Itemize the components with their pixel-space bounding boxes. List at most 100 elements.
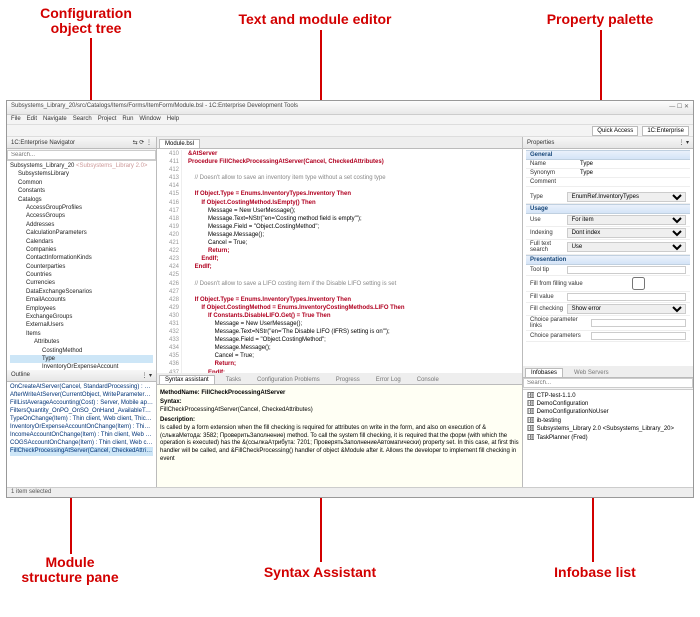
infobase-item[interactable]: 🗄ib-testing <box>525 417 691 425</box>
left-column: 1C:Enterprise Navigator ⇆ ⟳ ⋮ Subsystems… <box>7 137 157 487</box>
props-section-presentation[interactable]: Presentation <box>526 255 690 265</box>
infobase-item[interactable]: 🗄DemoConfigurationNoUser <box>525 408 691 416</box>
menu-window[interactable]: Window <box>139 116 160 123</box>
titlebar: Subsystems_Library_20/src/Catalogs/Items… <box>7 101 693 115</box>
outline-item[interactable]: AfterWriteAtServer(CurrentObject, WriteP… <box>10 391 153 399</box>
outline-item[interactable]: TypeOnChange(Item) : Thin client, Web cl… <box>10 415 153 423</box>
prop-fillvalue-input[interactable] <box>567 293 686 301</box>
tab-progress[interactable]: Progress <box>331 376 365 384</box>
tree-node[interactable]: Common <box>10 179 153 187</box>
tree-node[interactable]: ContactInformationKinds <box>10 254 153 262</box>
infobase-item[interactable]: 🗄Subsystems_Library 2.0 <Subsystems_Libr… <box>525 425 691 433</box>
menu-help[interactable]: Help <box>167 116 179 123</box>
tree-node[interactable]: CalculationParameters <box>10 229 153 237</box>
outline-item[interactable]: FiltersQuantity_OnPO_OnSO_OnHand_Availab… <box>10 407 153 415</box>
ide-window: Subsystems_Library_20/src/Catalogs/Items… <box>6 100 694 498</box>
menu-file[interactable]: File <box>11 116 21 123</box>
tree-node[interactable]: AccessGroupProfiles <box>10 204 153 212</box>
tab-console[interactable]: Console <box>412 376 444 384</box>
tree-node[interactable]: Currencies <box>10 279 153 287</box>
prop-fillcheck-select[interactable]: Show error <box>567 304 686 314</box>
tree-node[interactable]: EmailAccounts <box>10 296 153 304</box>
infobase-label: TaskPlanner (Fred) <box>537 434 588 442</box>
outline-toolbar-icons[interactable]: ⋮ ▾ <box>141 372 152 379</box>
tree-node[interactable]: ExchangeGroups <box>10 313 153 321</box>
tree-node[interactable]: Addresses <box>10 221 153 229</box>
prop-use-select[interactable]: For item <box>567 215 686 225</box>
prop-synonym-val[interactable]: Type <box>578 170 686 176</box>
navigator-toolbar-icons[interactable]: ⇆ ⟳ ⋮ <box>133 139 152 146</box>
tree-node[interactable]: SubsystemsLibrary <box>10 170 153 178</box>
menu-search[interactable]: Search <box>73 116 92 123</box>
tab-infobases[interactable]: Infobases <box>525 368 563 377</box>
tree-node[interactable]: Constants <box>10 187 153 195</box>
tree-node[interactable]: DataExchangeScenarios <box>10 288 153 296</box>
tree-node[interactable]: Calendars <box>10 238 153 246</box>
tree-node[interactable]: Catalogs <box>10 196 153 204</box>
props-section-usage[interactable]: Usage <box>526 204 690 214</box>
outline-item[interactable]: InventoryOrExpenseAccountOnChange(Item) … <box>10 423 153 431</box>
outline-body[interactable]: OnCreateAtServer(Cancel, StandardProcess… <box>7 382 156 487</box>
menu-run[interactable]: Run <box>122 116 133 123</box>
tree-node[interactable]: Employees <box>10 305 153 313</box>
window-title: Subsystems_Library_20/src/Catalogs/Items… <box>11 103 298 112</box>
outline-item[interactable]: FillListAverageAccounting(Cost) : Server… <box>10 399 153 407</box>
outline-item-selected[interactable]: FillCheckProcessingAtServer(Cancel, Chec… <box>10 447 153 455</box>
tab-webservers[interactable]: Web Servers <box>569 369 614 377</box>
outline-item[interactable]: COGSAccountOnChange(Item) : Thin client,… <box>10 439 153 447</box>
tab-tasks[interactable]: Tasks <box>221 376 246 384</box>
tab-error-log[interactable]: Error Log <box>371 376 406 384</box>
code-editor[interactable]: 410&AtServer411Procedure FillCheckProces… <box>157 149 522 373</box>
infobase-item[interactable]: 🗄CTP-test-1.1.0 <box>525 392 691 400</box>
infobase-body: 🗄CTP-test-1.1.0 🗄DemoConfiguration 🗄Demo… <box>523 390 693 487</box>
navigator-search <box>7 149 156 161</box>
menu-project[interactable]: Project <box>98 116 117 123</box>
editor-tab[interactable]: Module.bsl <box>159 139 200 148</box>
prop-cpl-input[interactable] <box>591 319 686 327</box>
infobase-label: Subsystems_Library 2.0 <Subsystems_Libra… <box>537 425 674 433</box>
menu-navigate[interactable]: Navigate <box>43 116 67 123</box>
properties-header: Properties ⋮ ▾ <box>523 137 693 149</box>
prop-fts-select[interactable]: Use <box>567 242 686 252</box>
prop-fillfrom-check[interactable] <box>591 277 686 290</box>
navigator-search-input[interactable] <box>7 150 156 160</box>
window-controls[interactable]: — ☐ ✕ <box>669 103 689 112</box>
prop-name-val[interactable]: Type <box>578 161 686 167</box>
tree-node[interactable]: Companies <box>10 246 153 254</box>
infobase-search-input[interactable] <box>523 378 693 388</box>
props-section-general[interactable]: General <box>526 150 690 160</box>
quick-access-button[interactable]: Quick Access <box>592 126 638 136</box>
outline-item[interactable]: IncomeAccountOnChange(Item) : Thin clien… <box>10 431 153 439</box>
tree-node[interactable]: Counterparties <box>10 263 153 271</box>
tree-root[interactable]: Subsystems_Library_20 <box>10 163 74 169</box>
syntax-method-name: MethodName: FillCheckProcessingAtServer <box>160 390 519 398</box>
infobase-label: DemoConfigurationNoUser <box>537 408 609 416</box>
tree-node[interactable]: CostingMethod <box>10 347 153 355</box>
config-tree[interactable]: Subsystems_Library_20 <Subsystems_Librar… <box>10 162 153 370</box>
tree-node[interactable]: Items <box>10 330 153 338</box>
prop-type-select[interactable]: EnumRef.InventoryTypes <box>567 192 686 202</box>
perspective-button[interactable]: 1C:Enterprise <box>642 126 689 136</box>
navigator-title: 1C:Enterprise Navigator <box>11 140 75 146</box>
prop-use-key: Use <box>530 217 567 223</box>
prop-cp-input[interactable] <box>591 332 686 340</box>
tree-node[interactable]: AccessGroups <box>10 212 153 220</box>
prop-tooltip-input[interactable] <box>567 266 686 274</box>
menu-edit[interactable]: Edit <box>27 116 37 123</box>
tree-node[interactable]: ExternalUsers <box>10 321 153 329</box>
syntax-assistant-body: MethodName: FillCheckProcessingAtServer … <box>157 385 522 487</box>
properties-toolbar-icons[interactable]: ⋮ ▾ <box>678 139 689 146</box>
tree-node-selected[interactable]: Type <box>10 355 153 363</box>
tree-node[interactable]: Countries <box>10 271 153 279</box>
status-bar: 1 item selected <box>7 487 693 497</box>
tree-node[interactable]: Attributes <box>10 338 153 346</box>
outline-title: Outline <box>11 372 30 378</box>
infobase-item[interactable]: 🗄TaskPlanner (Fred) <box>525 434 691 442</box>
prop-indexing-select[interactable]: Dont index <box>567 228 686 238</box>
tab-config-problems[interactable]: Configuration Problems <box>252 376 325 384</box>
outline-item[interactable]: OnCreateAtServer(Cancel, StandardProcess… <box>10 383 153 391</box>
tab-syntax-assistant[interactable]: Syntax assistant <box>159 375 215 384</box>
prop-fillcheck-key: Fill checking <box>530 306 567 312</box>
infobase-item[interactable]: 🗄DemoConfiguration <box>525 400 691 408</box>
infobase-label: CTP-test-1.1.0 <box>537 392 576 400</box>
